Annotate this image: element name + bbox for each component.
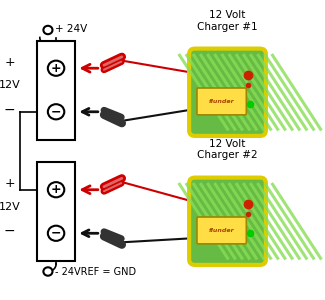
Text: −: −	[51, 105, 61, 118]
FancyBboxPatch shape	[197, 88, 246, 115]
Text: + 24V: + 24V	[55, 24, 87, 34]
FancyBboxPatch shape	[189, 49, 266, 136]
Text: 12V: 12V	[0, 202, 20, 212]
Text: −: −	[51, 227, 61, 240]
Circle shape	[48, 104, 64, 119]
Text: −: −	[4, 103, 16, 117]
Bar	[37, 40, 75, 140]
Text: +: +	[5, 56, 15, 69]
Text: −: −	[4, 224, 16, 238]
Text: 12 Volt
Charger #2: 12 Volt Charger #2	[197, 139, 258, 160]
Text: +: +	[5, 177, 15, 190]
Text: - 24VREF = GND: - 24VREF = GND	[55, 267, 136, 278]
Circle shape	[48, 226, 64, 241]
Text: flunder: flunder	[209, 99, 235, 104]
Text: 12 Volt
Charger #1: 12 Volt Charger #1	[197, 10, 258, 32]
FancyBboxPatch shape	[189, 178, 266, 265]
Bar	[37, 162, 75, 261]
Circle shape	[48, 61, 64, 76]
Text: flunder: flunder	[209, 228, 235, 233]
Text: +: +	[51, 183, 61, 196]
Circle shape	[44, 267, 53, 276]
FancyBboxPatch shape	[197, 217, 246, 244]
Circle shape	[48, 182, 64, 197]
Text: 12V: 12V	[0, 80, 20, 90]
Circle shape	[44, 26, 53, 34]
Text: +: +	[51, 62, 61, 75]
